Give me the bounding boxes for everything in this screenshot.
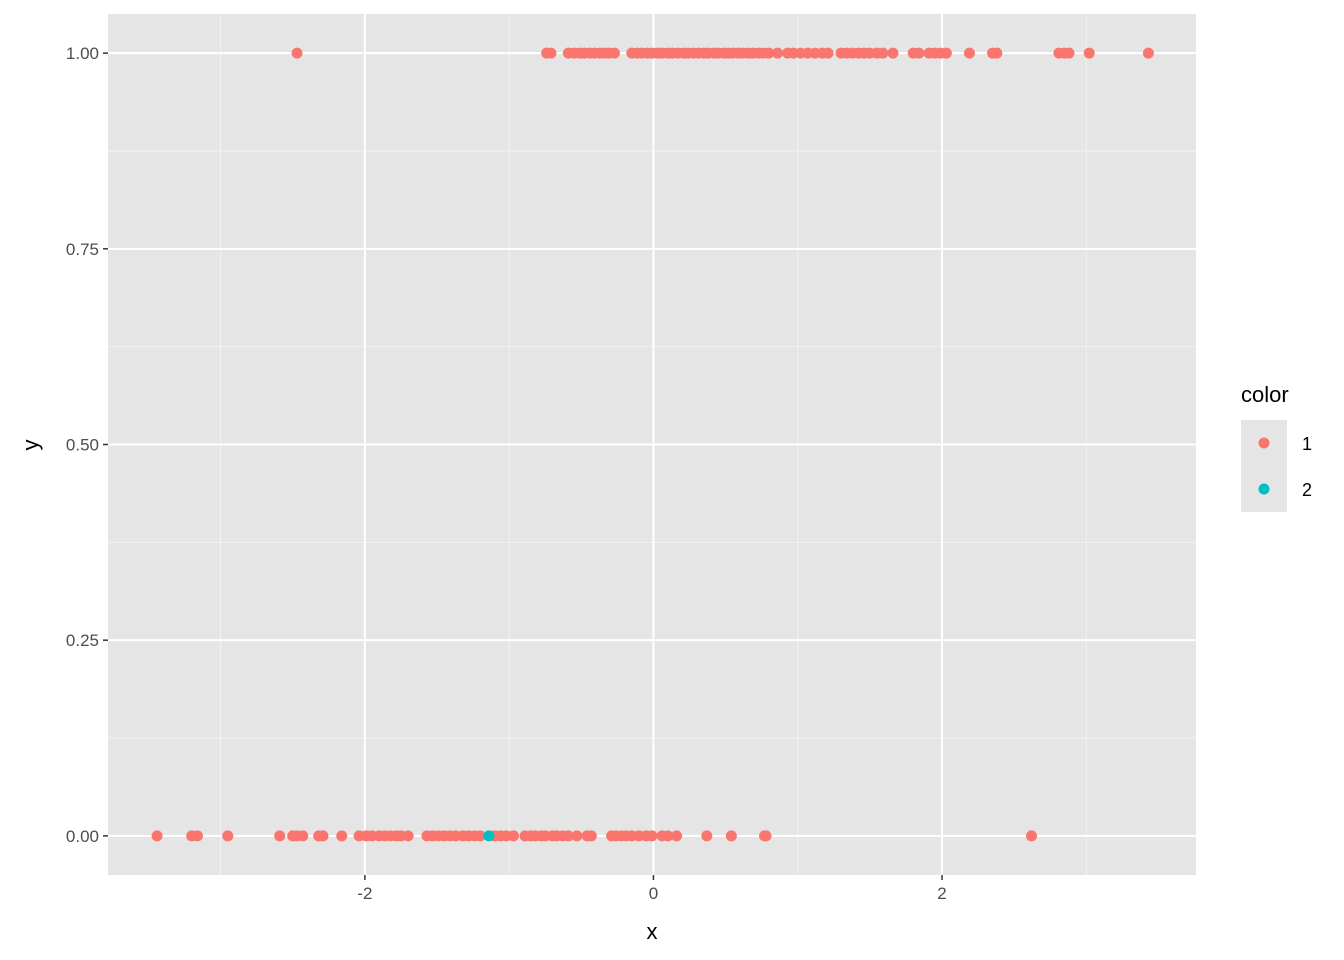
- x-axis-title: x: [647, 919, 658, 944]
- data-point-series-1: [662, 830, 674, 842]
- axes: -2 0 2 0.00 0.25 0.50 0.75 1.00: [66, 44, 947, 903]
- data-point-series-1: [991, 47, 1003, 59]
- data-point-series-1: [507, 830, 519, 842]
- data-point-series-1: [763, 47, 775, 59]
- data-point-series-1: [474, 830, 486, 842]
- data-point-series-1: [760, 830, 772, 842]
- data-point-series-1: [646, 830, 658, 842]
- legend-title: color: [1241, 382, 1289, 407]
- data-point-series-1: [1063, 47, 1075, 59]
- data-point-series-1: [585, 830, 597, 842]
- data-point-series-1: [940, 47, 952, 59]
- legend-label-2: 2: [1302, 480, 1312, 500]
- legend-label-1: 1: [1302, 434, 1312, 454]
- y-tick-label: 0.00: [66, 827, 99, 846]
- legend-key-1: [1258, 437, 1270, 449]
- data-point-series-1: [1026, 830, 1038, 842]
- data-point-series-1: [191, 830, 203, 842]
- data-point-series-1: [222, 830, 234, 842]
- data-point-series-1: [887, 47, 899, 59]
- x-tick-label: 2: [937, 884, 946, 903]
- legend: color 1 2: [1241, 382, 1312, 512]
- x-tick-label: 0: [649, 884, 658, 903]
- y-tick-label: 0.75: [66, 240, 99, 259]
- data-point-series-2: [483, 830, 495, 842]
- legend-key-bg: [1241, 420, 1287, 512]
- data-point-series-1: [274, 830, 286, 842]
- data-point-series-1: [772, 47, 784, 59]
- y-tick-label: 1.00: [66, 44, 99, 63]
- data-point-series-1: [913, 47, 925, 59]
- y-tick-label: 0.25: [66, 631, 99, 650]
- data-point-series-1: [336, 830, 348, 842]
- data-point-series-1: [725, 830, 737, 842]
- y-axis-title: y: [18, 440, 43, 451]
- data-point-series-1: [963, 47, 975, 59]
- data-point-series-1: [297, 830, 309, 842]
- data-point-series-1: [877, 47, 889, 59]
- data-point-series-1: [822, 47, 834, 59]
- legend-key-2: [1258, 483, 1270, 495]
- data-point-series-1: [608, 47, 620, 59]
- x-tick-label: -2: [357, 884, 372, 903]
- data-point-series-1: [562, 830, 574, 842]
- data-point-series-1: [701, 830, 713, 842]
- data-point-series-1: [317, 830, 329, 842]
- data-points: [151, 47, 1154, 842]
- data-point-series-1: [402, 830, 414, 842]
- data-point-series-1: [545, 47, 557, 59]
- data-point-series-1: [671, 830, 683, 842]
- y-tick-label: 0.50: [66, 436, 99, 455]
- data-point-series-1: [571, 830, 583, 842]
- data-point-series-1: [1142, 47, 1154, 59]
- data-point-series-1: [151, 830, 163, 842]
- gridlines: [108, 14, 1196, 875]
- data-point-series-1: [1083, 47, 1095, 59]
- data-point-series-1: [291, 47, 303, 59]
